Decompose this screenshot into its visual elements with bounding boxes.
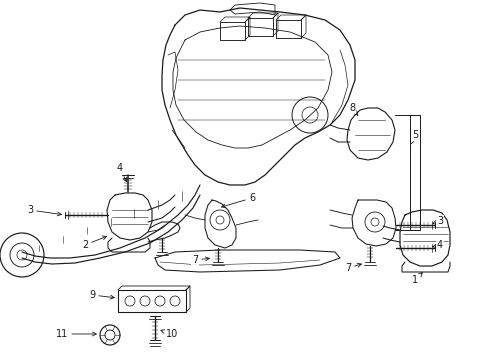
Bar xyxy=(276,20,301,38)
Text: 5: 5 xyxy=(411,130,418,144)
Text: 4: 4 xyxy=(433,240,443,250)
Text: 3: 3 xyxy=(27,205,61,216)
Text: 7: 7 xyxy=(192,255,209,265)
Text: 1: 1 xyxy=(412,273,422,285)
Text: 10: 10 xyxy=(161,329,178,339)
Text: 2: 2 xyxy=(82,236,106,250)
Text: 3: 3 xyxy=(433,216,443,226)
Bar xyxy=(118,290,186,312)
Text: 4: 4 xyxy=(117,163,126,182)
Text: 8: 8 xyxy=(349,103,358,115)
Bar xyxy=(248,18,273,36)
Text: 11: 11 xyxy=(56,329,97,339)
Text: 9: 9 xyxy=(89,290,114,300)
Text: 7: 7 xyxy=(345,263,362,273)
Text: 6: 6 xyxy=(221,193,255,208)
Bar xyxy=(220,22,245,40)
